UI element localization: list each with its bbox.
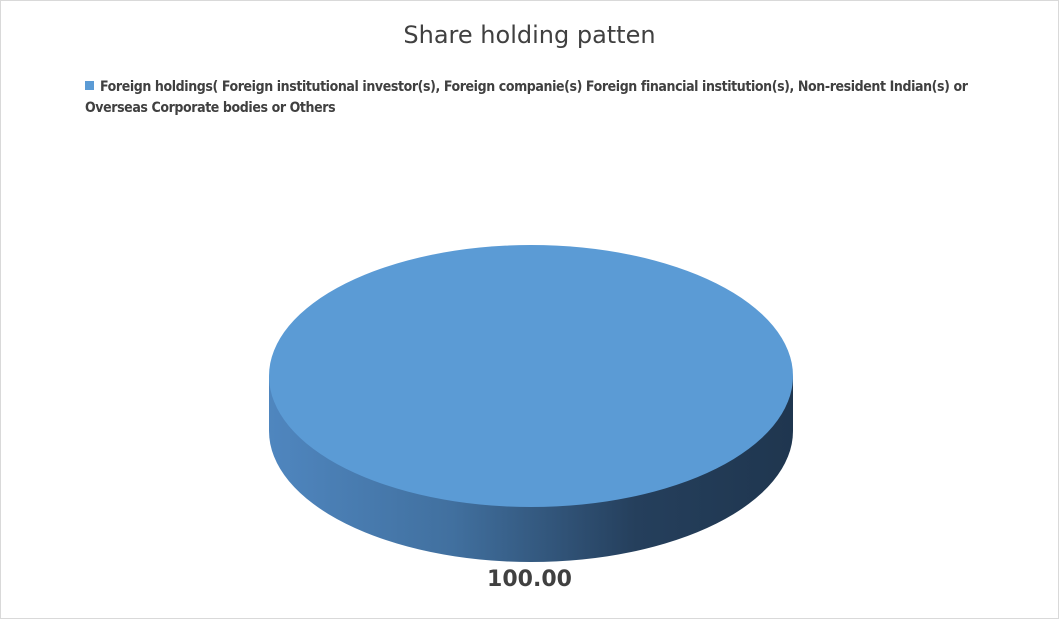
legend-swatch xyxy=(85,81,94,90)
legend-entry: Foreign holdings( Foreign institutional … xyxy=(85,79,968,116)
data-label: 100.00 xyxy=(487,567,572,592)
pie-slice xyxy=(269,245,793,507)
chart-title: Share holding patten xyxy=(403,21,656,49)
legend: Foreign holdings( Foreign institutional … xyxy=(85,77,1005,119)
